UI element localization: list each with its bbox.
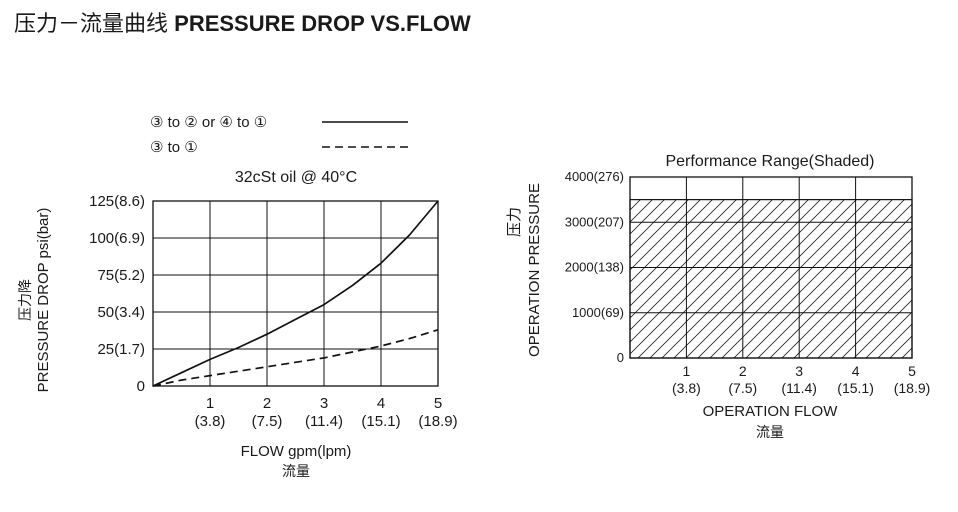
legend: ③ to ② or ④ to ① ③ to ① <box>150 114 408 156</box>
page-title-en: PRESSURE DROP VS.FLOW <box>174 11 471 36</box>
x-tick-sublabel: (15.1) <box>361 413 400 430</box>
y-tick-label: 0 <box>137 378 145 395</box>
y-tick-labels: 0 25(1.7) 50(3.4) 75(5.2) 100(6.9) 125(8.6) <box>89 193 145 395</box>
chart-title: 32cSt oil @ 40°C <box>235 169 357 186</box>
x-axis-label-cn: 流量 <box>282 463 310 479</box>
x-tick-label: 2 <box>263 395 271 412</box>
series-line-dashed <box>152 328 439 387</box>
y-tick-label: 4000(276) <box>565 169 624 184</box>
x-tick-sublabel: (11.4) <box>781 380 817 396</box>
x-tick-sublabel: (3.8) <box>672 380 701 396</box>
x-tick-sublabel: (15.1) <box>837 380 874 396</box>
x-tick-sublabel: (18.9) <box>418 413 457 430</box>
y-tick-label: 75(5.2) <box>97 267 145 284</box>
legend-label-dashed: ③ to ① <box>150 139 198 156</box>
x-tick-label: 4 <box>852 363 860 379</box>
x-tick-sublabel: (11.4) <box>305 413 343 430</box>
y-tick-label: 125(8.6) <box>89 193 145 210</box>
y-tick-label: 25(1.7) <box>97 341 145 358</box>
x-tick-label: 1 <box>206 395 214 412</box>
y-tick-label: 3000(207) <box>565 214 624 229</box>
y-axis-label: PRESSURE DROP psi(bar) <box>35 208 52 393</box>
y-tick-label: 1000(69) <box>572 305 624 320</box>
x-tick-label: 3 <box>795 363 803 379</box>
y-axis-label-right: OPERATION PRESSURE <box>526 183 543 357</box>
y-axis-label-right-cn: 压力 <box>506 207 523 237</box>
x-tick-label: 5 <box>908 363 916 379</box>
pressure-drop-chart: ③ to ② or ④ to ① ③ to ① 32cSt oil @ 40°C… <box>17 114 458 479</box>
x-tick-sublabel: (18.9) <box>894 380 931 396</box>
x-tick-label: 2 <box>739 363 747 379</box>
x-tick-sublabel: (7.5) <box>728 380 757 396</box>
chart-grid-right <box>630 177 912 358</box>
y-tick-label: 2000(138) <box>565 260 624 275</box>
chart-title-right: Performance Range(Shaded) <box>665 153 874 170</box>
x-axis-label-right-cn: 流量 <box>756 424 784 440</box>
y-tick-labels-right: 0 1000(69) 2000(138) 3000(207) 4000(276) <box>565 169 624 365</box>
x-tick-label: 5 <box>434 395 442 412</box>
y-tick-label: 0 <box>617 350 624 365</box>
page-title: 压力－流量曲线 PRESSURE DROP VS.FLOW <box>14 6 471 38</box>
legend-label-solid: ③ to ② or ④ to ① <box>150 114 267 131</box>
x-axis-label-right: OPERATION FLOW <box>703 403 839 420</box>
x-tick-labels-right: 1(3.8) 2(7.5) 3(11.4) 4(15.1) 5(18.9) <box>672 363 930 396</box>
y-axis-label-cn: 压力降 <box>17 279 33 321</box>
plot-frame-right <box>629 176 913 359</box>
x-tick-labels: 1(3.8) 2(7.5) 3(11.4) 4(15.1) 5(18.9) <box>195 395 458 430</box>
y-tick-label: 50(3.4) <box>97 304 145 321</box>
performance-range-chart: Performance Range(Shaded) 0 1000(69) 2000(… <box>506 153 930 440</box>
series-line-solid <box>152 200 439 387</box>
performance-shaded-area <box>629 199 913 359</box>
plot-frame <box>152 200 439 387</box>
chart-grid <box>153 201 438 386</box>
x-tick-label: 3 <box>320 395 328 412</box>
x-axis-label: FLOW gpm(lpm) <box>241 443 352 460</box>
x-tick-sublabel: (3.8) <box>195 413 226 430</box>
x-tick-label: 1 <box>683 363 691 379</box>
x-tick-label: 4 <box>377 395 385 412</box>
y-tick-label: 100(6.9) <box>89 230 145 247</box>
series-lines <box>152 200 439 387</box>
x-tick-sublabel: (7.5) <box>252 413 283 430</box>
page-title-cn: 压力－流量曲线 <box>14 11 169 36</box>
